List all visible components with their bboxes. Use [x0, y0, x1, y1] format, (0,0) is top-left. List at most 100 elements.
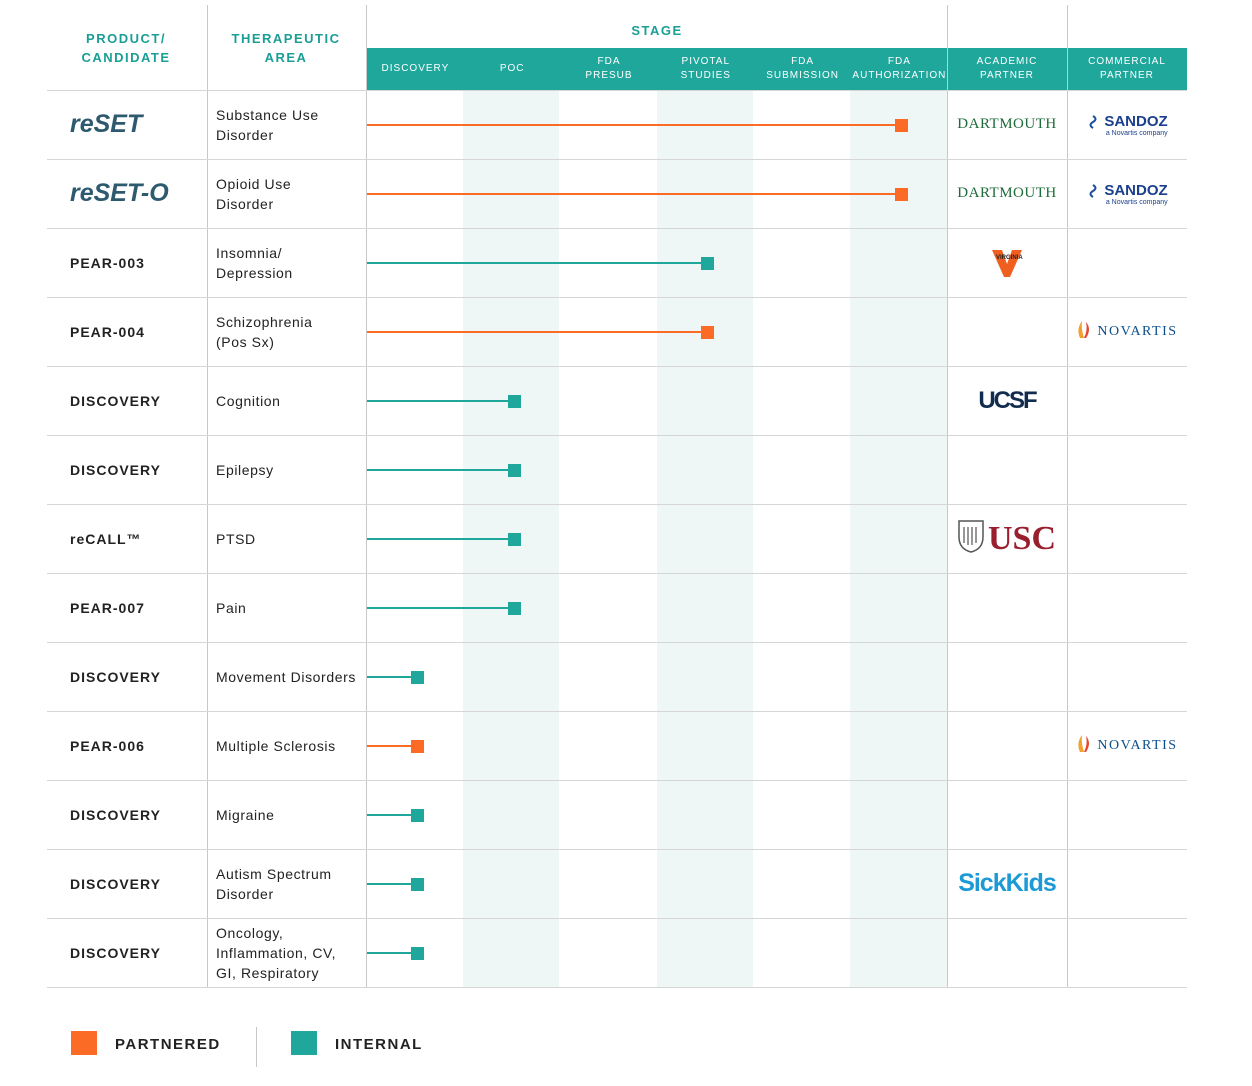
row-therapeutic-area: PTSD: [216, 530, 256, 547]
divider-academic-end: [1067, 5, 1068, 988]
row-therapeutic-area: Autism Spectrum Disorder: [216, 865, 332, 902]
row-divider-bottom: [47, 987, 1187, 988]
academic-partner-logo: DARTMOUTH: [947, 90, 1067, 159]
row-divider: [47, 90, 1187, 91]
commercial-partner-subtitle: a Novartis company: [1105, 198, 1168, 206]
commercial-partner-logo: SANDOZ a Novartis company: [1067, 90, 1187, 159]
usc-crest-icon: [958, 519, 984, 558]
progress-bar-line: [367, 399, 514, 402]
row-divider: [47, 159, 1187, 160]
stage-header-bar: [367, 48, 1187, 90]
row-divider: [47, 366, 1187, 367]
row-product: PEAR-006: [70, 737, 145, 754]
divider-product: [207, 5, 208, 988]
row-therapeutic-area: Schizophrenia (Pos Sx): [216, 313, 313, 350]
header-commercial: COMMERCIAL PARTNER: [1088, 56, 1166, 81]
progress-bar-line: [367, 675, 417, 678]
progress-bar-line: [367, 951, 417, 954]
row-therapeutic-area: Substance Use Disorder: [216, 106, 319, 143]
row-product: reCALL™: [70, 530, 142, 547]
novartis-flame-icon: [1076, 319, 1092, 344]
academic-partner-name: SickKids: [958, 869, 1057, 897]
divider-area: [366, 5, 367, 988]
row-therapeutic-area: Oncology, Inflammation, CV, GI, Respirat…: [216, 924, 337, 981]
legend-partnered-label: PARTNERED: [115, 1036, 221, 1053]
progress-bar-line: [367, 744, 417, 747]
row-divider: [47, 435, 1187, 436]
progress-marker: [411, 670, 424, 684]
row-divider: [47, 297, 1187, 298]
divider-stage-end: [947, 5, 948, 988]
row-therapeutic-area: Epilepsy: [216, 461, 274, 478]
legend-partnered-swatch: [71, 1031, 97, 1055]
sandoz-swirl-icon: [1086, 115, 1100, 134]
row-product: DISCOVERY: [70, 392, 161, 409]
product-logo: reSET: [70, 110, 143, 138]
progress-bar-line: [367, 123, 901, 126]
header-product: PRODUCT/ CANDIDATE: [81, 31, 171, 65]
legend-internal-swatch: [291, 1031, 317, 1055]
row-product: reSET-O: [70, 159, 169, 228]
row-product: DISCOVERY: [70, 875, 161, 892]
progress-bar-line: [367, 537, 514, 540]
commercial-partner-subtitle: a Novartis company: [1105, 129, 1168, 137]
commercial-partner-logo: NOVARTIS: [1067, 297, 1187, 366]
stage-header-poc: POC: [499, 63, 525, 74]
commercial-partner-name: SANDOZ: [1104, 112, 1168, 130]
progress-bar-line: [367, 882, 417, 885]
legend-divider: [256, 1027, 257, 1067]
row-product: DISCOVERY: [70, 668, 161, 685]
row-divider: [47, 228, 1187, 229]
row-divider: [47, 711, 1187, 712]
stage-header-discovery: DISCOVERY: [381, 63, 450, 74]
stage-header-fda-submission: FDA SUBMISSION: [766, 56, 839, 81]
row-divider: [47, 780, 1187, 781]
row-therapeutic-area: Pain: [216, 599, 247, 616]
progress-bar-line: [367, 330, 707, 333]
commercial-partner-name: NOVARTIS: [1097, 737, 1178, 753]
sandoz-swirl-icon: [1086, 184, 1100, 203]
pivotal-column-shade: [657, 90, 753, 988]
row-therapeutic-area: Movement Disorders: [216, 668, 356, 685]
row-product: PEAR-003: [70, 254, 145, 271]
commercial-partner-logo: SANDOZ a Novartis company: [1067, 159, 1187, 228]
commercial-partner-name: NOVARTIS: [1097, 323, 1178, 339]
virginia-v-icon: VIRGINIA: [992, 248, 1023, 278]
progress-marker: [508, 394, 521, 408]
row-divider: [47, 849, 1187, 850]
progress-marker: [411, 739, 424, 753]
stage-header-fda-authorization: FDA AUTHORIZATION: [852, 56, 947, 81]
academic-partner-name: DARTMOUTH: [957, 116, 1057, 132]
academic-partner-name: DARTMOUTH: [957, 185, 1057, 201]
academic-partner-name: VIRGINIA: [996, 254, 1023, 261]
progress-marker: [895, 118, 908, 132]
novartis-flame-icon: [1076, 733, 1092, 758]
row-therapeutic-area: Opioid Use Disorder: [216, 175, 292, 212]
header-area: THERAPEUTIC AREA: [231, 31, 341, 65]
commercial-partner-name: SANDOZ: [1104, 181, 1168, 199]
progress-marker: [895, 187, 908, 201]
progress-marker: [411, 877, 424, 891]
progress-bar-line: [367, 192, 901, 195]
header-academic: ACADEMIC PARTNER: [976, 56, 1038, 81]
row-divider: [47, 918, 1187, 919]
row-divider: [47, 642, 1187, 643]
academic-partner-logo: SickKids: [947, 849, 1067, 918]
progress-marker: [701, 325, 714, 339]
academic-partner-logo: DARTMOUTH: [947, 159, 1067, 228]
row-product: DISCOVERY: [70, 944, 161, 961]
row-product: PEAR-004: [70, 323, 145, 340]
progress-marker: [508, 601, 521, 615]
authorization-column-shade: [850, 90, 947, 988]
progress-marker: [508, 532, 521, 546]
row-therapeutic-area: Multiple Sclerosis: [216, 737, 336, 754]
commercial-partner-logo: NOVARTIS: [1067, 711, 1187, 780]
academic-partner-name: USC: [987, 519, 1057, 557]
row-therapeutic-area: Migraine: [216, 806, 275, 823]
progress-marker: [411, 808, 424, 822]
stage-header-pivotal-studies: PIVOTAL STUDIES: [680, 56, 731, 81]
sandoz-wordmark: SANDOZ a Novartis company: [1104, 182, 1167, 206]
row-product: reSET: [70, 90, 142, 159]
stage-header-fda-presub: FDA PRESUB: [585, 56, 633, 81]
row-divider: [47, 573, 1187, 574]
